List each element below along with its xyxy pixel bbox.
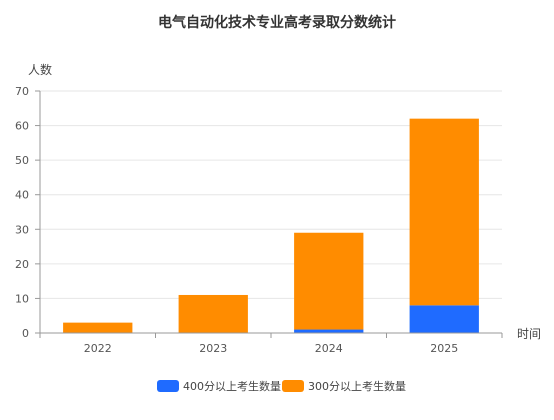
y-tick-label: 30 (15, 223, 29, 236)
legend: 400分以上考生数量 300分以上考生数量 (157, 379, 406, 393)
legend-label: 400分以上考生数量 (183, 379, 281, 393)
y-axis-label: 人数 (28, 62, 52, 77)
x-tick-label: 2025 (430, 342, 458, 355)
chart-title: 电气自动化技术专业高考录取分数统计 (158, 14, 396, 31)
x-axis-label: 时间 (517, 327, 541, 341)
y-tick-label: 10 (15, 292, 29, 305)
legend-label: 300分以上考生数量 (308, 379, 406, 393)
x-tick-label: 2023 (199, 342, 227, 355)
x-tick-label: 2024 (315, 342, 343, 355)
y-tick-label: 40 (15, 189, 29, 202)
y-tick-label: 70 (15, 85, 29, 98)
legend-swatch (282, 380, 304, 392)
y-tick-label: 20 (15, 258, 29, 271)
grid-lines (40, 90, 502, 299)
y-tick-label: 0 (22, 327, 29, 340)
y-axis-ticks: 0 10 20 30 40 50 60 70 (15, 85, 41, 340)
bar-segment (178, 294, 248, 333)
x-tick-label: 2022 (84, 342, 112, 355)
y-tick-label: 50 (15, 154, 29, 167)
bar-segment (294, 232, 364, 330)
bar-segment (409, 118, 479, 306)
bars (63, 118, 479, 333)
bar-segment (294, 329, 364, 333)
bar-segment (409, 305, 479, 333)
bar-segment (63, 322, 133, 333)
y-tick-label: 60 (15, 120, 29, 133)
x-axis: 2022 2023 2024 2025 (39, 332, 503, 355)
legend-swatch (157, 380, 179, 392)
